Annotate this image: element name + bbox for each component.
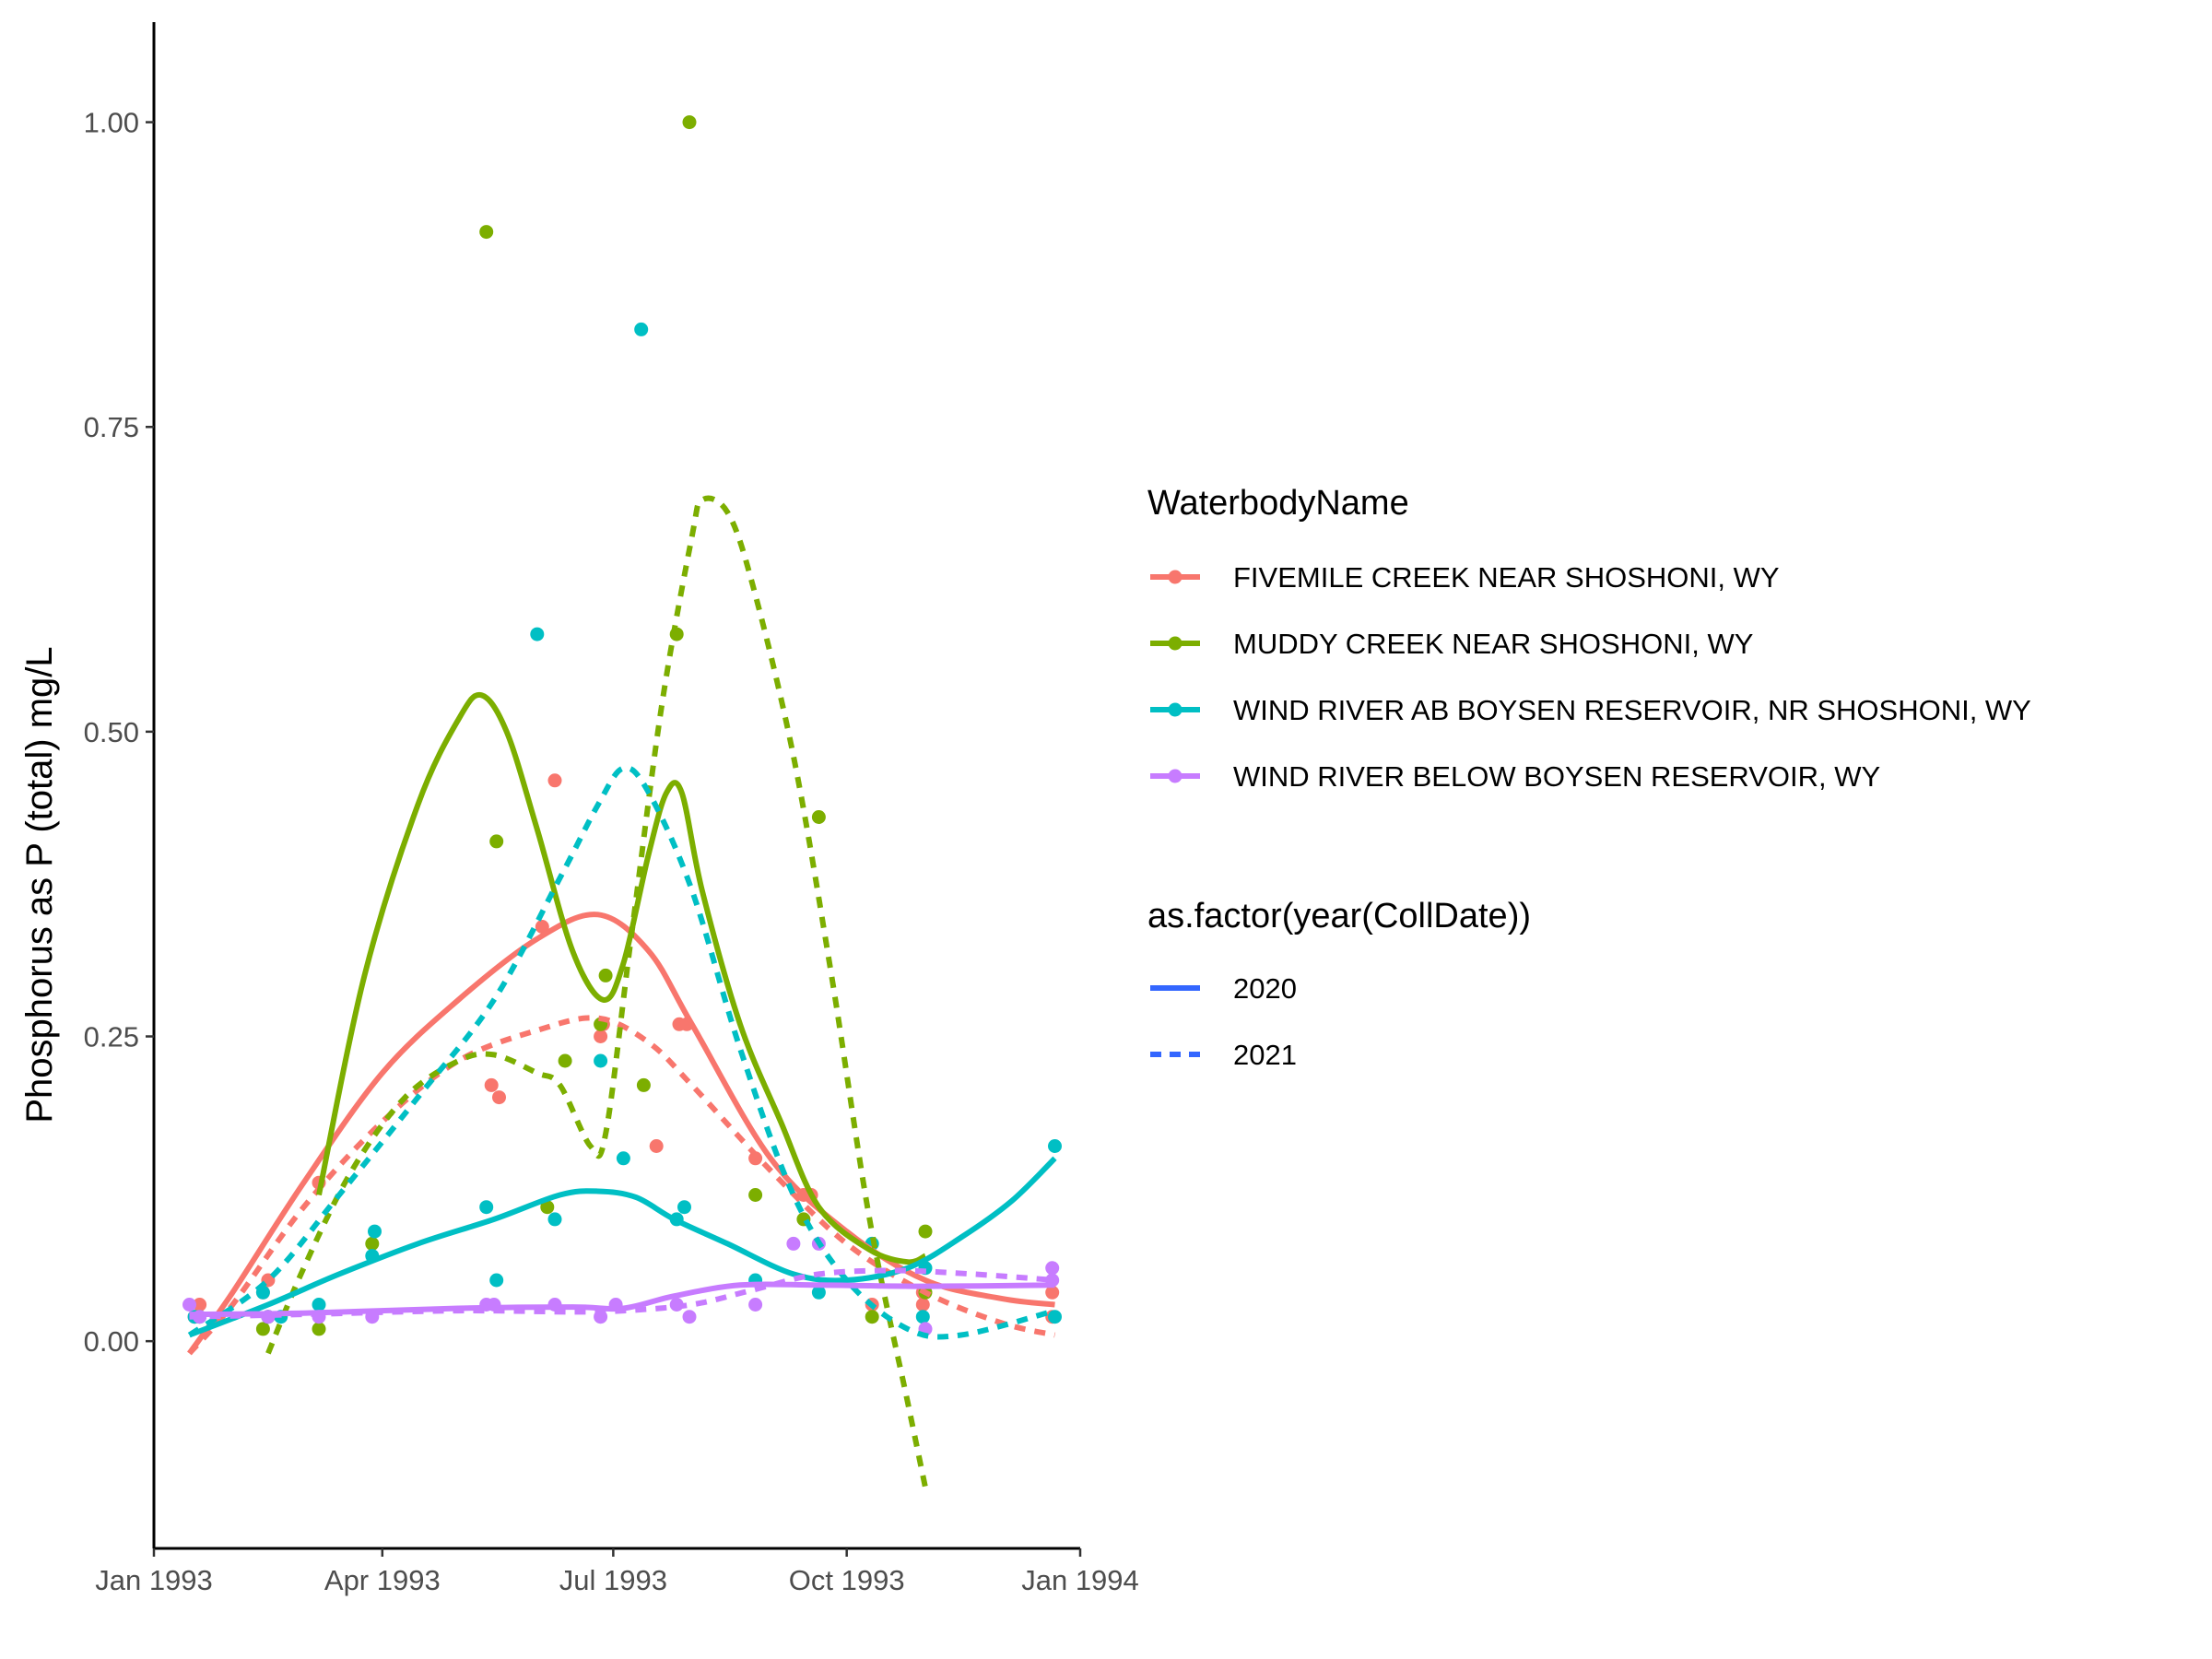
axes: 0.00 0.25 0.50 0.75 1.00 Jan 1993 Apr 1993 Jul … bbox=[84, 22, 1139, 1596]
legend-label: WIND RIVER AB BOYSEN RESERVOIR, NR SHOSH… bbox=[1233, 694, 2031, 726]
data-point bbox=[677, 1200, 691, 1215]
y-tick-label: 0.00 bbox=[84, 1325, 139, 1358]
x-tick-label: Jan 1994 bbox=[1021, 1564, 1139, 1596]
legend-label: 2020 bbox=[1233, 972, 1297, 1005]
data-point bbox=[748, 1188, 763, 1202]
data-point bbox=[365, 1236, 380, 1251]
data-point bbox=[489, 834, 504, 849]
data-point bbox=[1048, 1310, 1062, 1324]
data-point bbox=[492, 1090, 506, 1105]
plot-area bbox=[182, 115, 1062, 1488]
data-point bbox=[918, 1224, 933, 1239]
series-line-2020 bbox=[187, 912, 1055, 1356]
y-axis-title: Phosphorus as P (total) mg/L bbox=[19, 646, 60, 1123]
data-point bbox=[915, 1298, 930, 1312]
data-point bbox=[547, 773, 562, 788]
series-line-2020 bbox=[316, 691, 927, 1265]
data-point bbox=[636, 1077, 651, 1092]
data-point bbox=[530, 627, 545, 641]
data-point bbox=[1045, 1285, 1060, 1300]
data-point bbox=[1045, 1261, 1060, 1276]
legend-key-point bbox=[1168, 636, 1182, 651]
data-point bbox=[479, 225, 494, 240]
data-point bbox=[616, 1151, 630, 1166]
data-point bbox=[535, 920, 549, 934]
series-line-2020 bbox=[188, 1156, 1057, 1338]
x-tick-label: Apr 1993 bbox=[324, 1564, 441, 1596]
data-point bbox=[479, 1200, 494, 1215]
data-point bbox=[547, 1212, 562, 1227]
data-point bbox=[598, 968, 613, 982]
data-point bbox=[786, 1236, 801, 1251]
data-point bbox=[489, 1273, 504, 1288]
legend-key-point bbox=[1168, 702, 1182, 717]
data-point bbox=[748, 1298, 763, 1312]
legend-title: WaterbodyName bbox=[1147, 484, 1409, 523]
data-point bbox=[649, 1139, 664, 1153]
series-line-2020 bbox=[189, 1281, 1055, 1318]
legend-label: 2021 bbox=[1233, 1039, 1297, 1071]
legend-label: FIVEMILE CREEK NEAR SHOSHONI, WY bbox=[1233, 561, 1780, 594]
data-point bbox=[540, 1200, 555, 1215]
legend-key-point bbox=[1168, 769, 1182, 783]
y-tick-label: 0.50 bbox=[84, 716, 139, 748]
data-point bbox=[594, 1053, 608, 1068]
y-tick-label: 0.25 bbox=[84, 1021, 139, 1053]
series-line-2021 bbox=[187, 1015, 1056, 1356]
x-tick-label: Oct 1993 bbox=[789, 1564, 905, 1596]
data-point bbox=[182, 1298, 196, 1312]
legend-label: MUDDY CREEK NEAR SHOSHONI, WY bbox=[1233, 628, 1753, 660]
data-point bbox=[634, 322, 649, 336]
y-tick-label: 1.00 bbox=[84, 107, 139, 139]
data-point bbox=[811, 810, 826, 824]
legend: WaterbodyName FIVEMILE CREEK NEAR SHOSHON… bbox=[1147, 484, 2031, 1071]
data-point bbox=[682, 1310, 697, 1324]
data-point bbox=[865, 1310, 879, 1324]
legend-title: as.factor(year(CollDate)) bbox=[1147, 897, 1531, 935]
data-point bbox=[255, 1322, 270, 1336]
series-line-2021 bbox=[189, 1267, 1055, 1320]
y-tick-label: 0.75 bbox=[84, 411, 139, 443]
data-point bbox=[368, 1224, 382, 1239]
legend-label: WIND RIVER BELOW BOYSEN RESERVOIR, WY bbox=[1233, 760, 1880, 793]
legend-key-point bbox=[1168, 570, 1182, 584]
series-line-2021 bbox=[187, 765, 1056, 1340]
data-point bbox=[811, 1285, 826, 1300]
x-tick-label: Jan 1993 bbox=[95, 1564, 213, 1596]
data-point bbox=[193, 1298, 207, 1312]
data-point bbox=[594, 1030, 608, 1043]
data-point bbox=[1048, 1139, 1062, 1153]
data-point bbox=[312, 1322, 326, 1336]
data-point bbox=[484, 1077, 499, 1092]
data-point bbox=[558, 1053, 572, 1068]
x-tick-label: Jul 1993 bbox=[559, 1564, 667, 1596]
data-point bbox=[915, 1310, 930, 1324]
data-point bbox=[312, 1298, 326, 1312]
data-point bbox=[682, 115, 697, 130]
